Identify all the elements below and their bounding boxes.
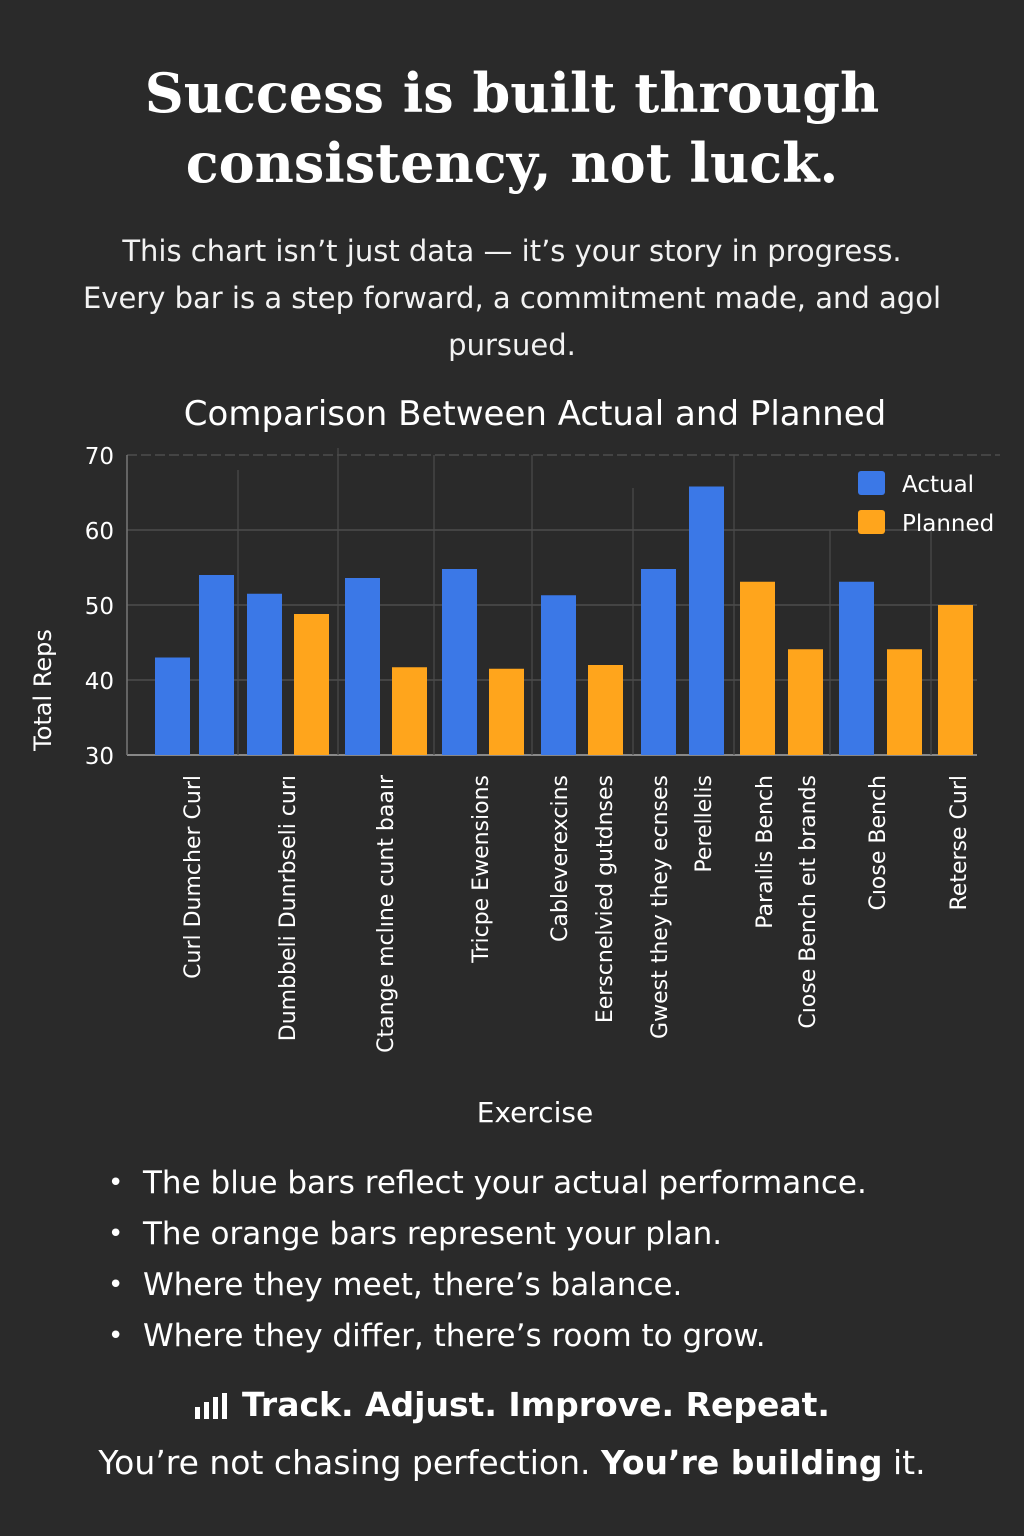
tagline-text: Track. Adjust. Improve. Repeat. [242,1385,830,1424]
planned-bar [938,605,973,755]
intro-line-2: Every bar is a step forward, a commitmen… [82,281,942,315]
x-tick-label: Reterse Curl [947,775,972,911]
bullet-text: The orange bars represent your plan. [143,1216,723,1252]
x-tick-label: Eerscnelvied gutdnses [593,775,618,1023]
x-axis-label: Exercise [477,1096,594,1129]
list-item: • Where they differ, there’s room to grow… [100,1311,867,1362]
x-tick-label: Dumbbeli Dunrbseli curı [276,775,301,1041]
planned-bar [887,649,922,755]
y-tick-label: 40 [85,669,114,695]
chart-title: Comparison Between Actual and Planned [184,394,886,434]
x-tick-label: Ctange mclıne cunt baaır [374,774,399,1053]
planned-bar [294,614,329,755]
x-tick-label: Cıose Bench [866,775,891,911]
intro-line-3: pursued. [448,328,576,362]
bullet-text: The blue bars reflect your actual perfor… [143,1165,867,1201]
bullet-text: Where they meet, there’s balance. [143,1267,683,1303]
actual-bar [199,575,234,755]
closing-line: You’re not chasing perfection. You’re bu… [0,1438,1024,1488]
x-tick-label: Gwest they they ecnses [648,775,673,1039]
chart-legend: Actual Planned [858,471,994,537]
y-axis-ticks: 30 40 50 60 70 [85,444,114,770]
bullet-dot: • [108,1219,124,1249]
x-tick-label: Cableverexcins [548,775,573,942]
bullet-dot: • [108,1270,124,1300]
bullet-dot: • [108,1168,124,1198]
legend-label: Planned [902,511,994,537]
headline-line-1: Success is built through [144,61,880,125]
x-axis-ticks: Curl Dumcher Curl Dumbbeli Dunrbseli curı… [181,774,972,1053]
headline: Success is built through consistency, no… [0,58,1024,198]
headline-line-2: consistency, not luck. [185,131,839,195]
x-tick-label: Perellelis [692,775,717,873]
bullet-list: • The blue bars reflect your actual perfo… [100,1158,867,1362]
intro-text: This chart isn’t just data — it’s your s… [80,228,944,369]
legend-swatch [858,510,885,534]
legend-label: Actual [902,472,974,498]
planned-bar [788,649,823,755]
list-item: • The orange bars represent your plan. [100,1209,867,1260]
closing-part-3: it. [882,1443,926,1482]
planned-bar [392,667,427,755]
actual-bar [641,569,676,755]
planned-bar [740,581,775,755]
tagline: Track. Adjust. Improve. Repeat. [0,1380,1024,1433]
bullet-text: Where they differ, there’s room to grow. [143,1318,766,1354]
y-tick-label: 60 [85,519,114,545]
y-tick-label: 70 [85,444,114,470]
x-tick-label: Curl Dumcher Curl [181,775,206,979]
intro-line-1: This chart isn’t just data — it’s your s… [122,234,902,268]
x-tick-label: Paraılis Bench [753,775,778,929]
planned-bar [489,668,524,755]
actual-bar [541,595,576,755]
list-item: • The blue bars reflect your actual perfo… [100,1158,867,1209]
planned-bar [588,665,623,755]
bullet-dot: • [108,1321,124,1351]
actual-bar [155,657,190,755]
bar-chart-icon [194,1383,232,1433]
x-tick-label: Tricpe Ewensions [469,775,494,964]
closing-emphasis: You’re building [601,1443,883,1482]
closing-part-1: You’re not chasing perfection. [98,1443,601,1482]
actual-bar [689,486,724,755]
y-tick-label: 50 [85,594,114,620]
actual-bar [247,593,282,755]
actual-bar [345,578,380,755]
x-tick-label: Cıose Bench eıt brands [796,775,821,1029]
actual-bar [442,569,477,755]
legend-swatch [858,471,885,495]
actual-bar [839,581,874,755]
y-axis-label: Total Reps [29,629,57,752]
list-item: • Where they meet, there’s balance. [100,1260,867,1311]
chart-bars [155,486,973,755]
bar-chart: Comparison Between Actual and Planned 30… [29,394,1000,1129]
y-tick-label: 30 [85,744,114,770]
